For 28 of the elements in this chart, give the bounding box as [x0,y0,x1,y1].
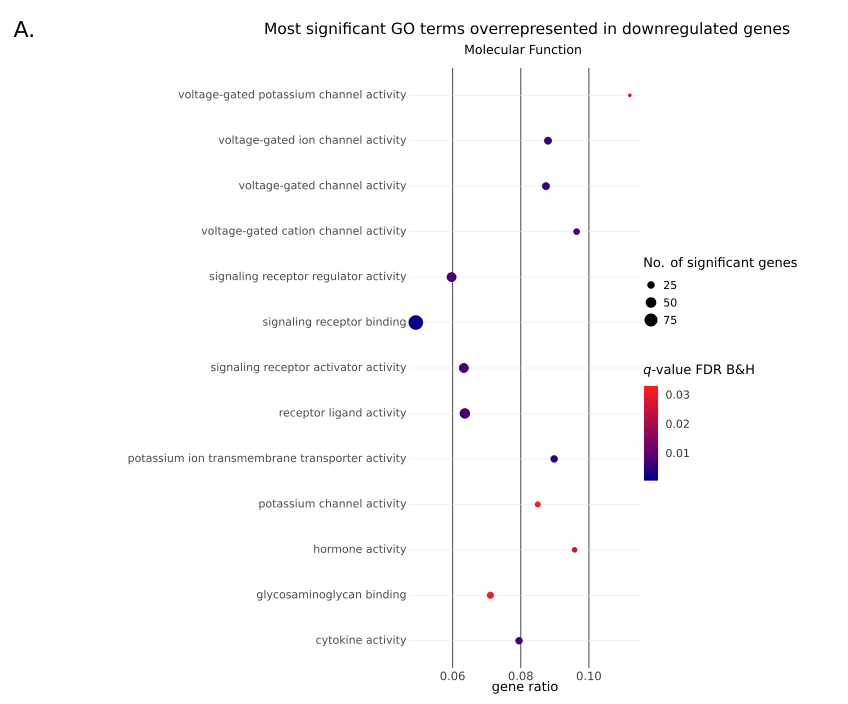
chart-title: Most significant GO terms overrepresented in downregulated genes [266,22,790,38]
x-tick-label: 0.10 [576,672,601,680]
legend-label: 25 [664,280,676,290]
y-tick-label: signaling receptor activator activity [211,362,406,374]
x-tick-label: 0.06 [440,672,465,680]
y-tick-label: voltage-gated potassium channel activity [178,90,406,101]
color-bar-title: q-value FDR B&H [644,364,754,377]
x-axis-title: gene ratio [492,681,558,694]
legend-label: 50 [664,298,676,307]
chart-subtitle: Molecular Function [465,44,581,54]
y-tick-label: potassium channel activity [259,499,406,510]
x-tick-label: 0.08 [508,672,533,680]
color-bar-label: 0.02 [666,420,689,428]
y-tick-label: receptor ligand activity [280,408,406,419]
y-tick-label: voltage-gated channel activity [238,180,406,192]
y-tick-label: cytokine activity [316,635,406,646]
color-bar-label: 0.01 [666,448,689,458]
legend-title: No. of significant genes [644,257,797,270]
y-tick-label: voltage-gated ion channel activity [218,135,406,146]
legend-label: 75 [664,316,676,324]
y-tick-label: glycosaminoglycan binding [257,590,406,601]
text: A. [14,20,33,37]
y-tick-label: potassium ion transmembrane transporter activity [128,454,406,464]
color-bar-label: 0.03 [666,390,690,399]
y-tick-label: signaling receptor binding [263,317,406,328]
y-tick-label: voltage-gated cation channel activity [202,226,406,237]
y-tick-label: signaling receptor regulator activity [210,272,406,282]
y-tick-label: hormone activity [314,544,406,556]
